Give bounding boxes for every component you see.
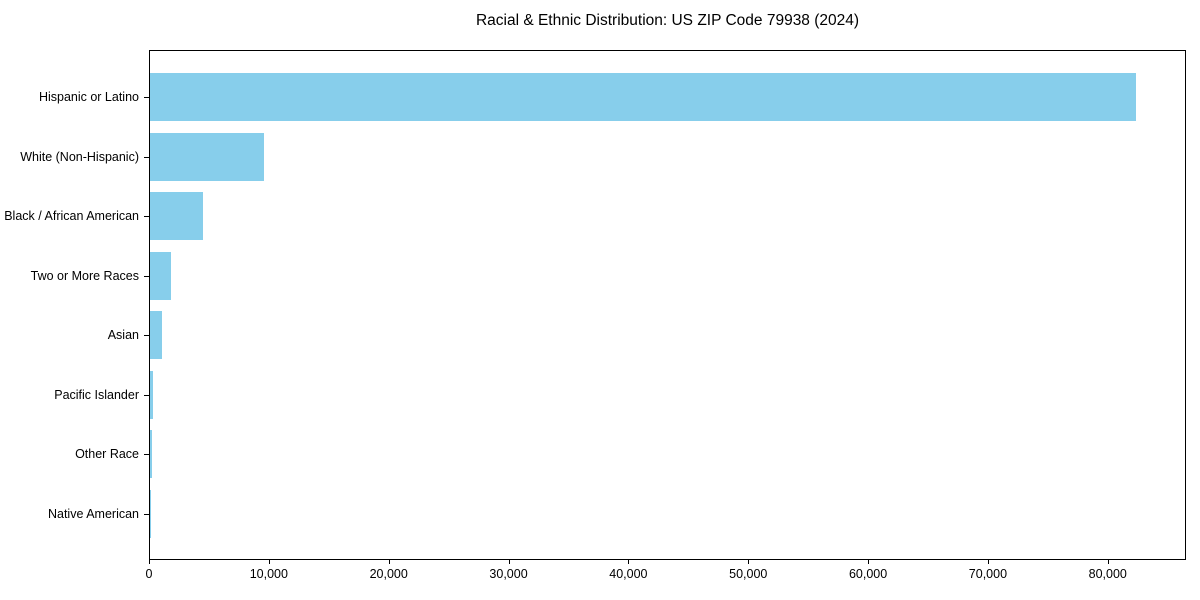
x-axis-tick-label: 30,000 [489,567,528,581]
plot-area [149,50,1186,560]
y-tick-mark [144,513,149,515]
y-axis-label: Black / African American [4,209,139,224]
x-tick-mark [987,559,989,564]
bar-pacific-islander [150,370,154,419]
y-axis-label: Asian [107,328,139,343]
x-axis-tick-label: 10,000 [249,567,288,581]
chart-title: Racial & Ethnic Distribution: US ZIP Cod… [475,12,860,29]
bar-white-non-hispanic [150,132,264,181]
x-tick-mark [268,559,270,564]
x-axis-tick-label: 40,000 [609,567,648,581]
bar-asian [150,311,162,360]
x-tick-mark [149,559,150,564]
bar-two-or-more-races [150,251,171,300]
x-tick-mark [868,559,870,564]
y-tick-mark [144,216,149,218]
y-axis-label: Hispanic or Latino [38,90,139,104]
x-tick-mark [388,559,390,564]
x-axis-tick-label: 20,000 [369,567,408,581]
x-axis-tick-label: 50,000 [729,567,768,581]
y-axis-label: Native American [47,506,139,521]
bar-other-race [150,430,153,479]
y-tick-mark [144,394,149,396]
bar-native-american [150,489,151,538]
y-axis-label: Pacific Islander [54,387,139,402]
x-axis-tick-label: 80,000 [1088,567,1127,581]
x-tick-mark [1107,559,1109,564]
x-tick-mark [508,559,510,564]
y-tick-mark [144,97,149,98]
y-tick-mark [144,335,149,337]
x-tick-mark [748,559,750,564]
bar-hispanic-or-latino [150,73,1136,121]
y-tick-mark [144,454,149,456]
bar-black-african-american [150,192,203,241]
x-axis-tick-label: 0 [145,567,153,581]
x-axis-tick-label: 60,000 [848,567,888,581]
y-axis-label: Two or More Races [30,268,139,283]
x-tick-mark [628,559,630,564]
y-tick-mark [144,156,149,158]
x-axis-tick-label: 70,000 [968,567,1008,581]
y-axis-label: White (Non-Hispanic) [20,149,139,164]
y-axis-label: Other Race [75,447,139,462]
y-tick-mark [144,275,149,277]
